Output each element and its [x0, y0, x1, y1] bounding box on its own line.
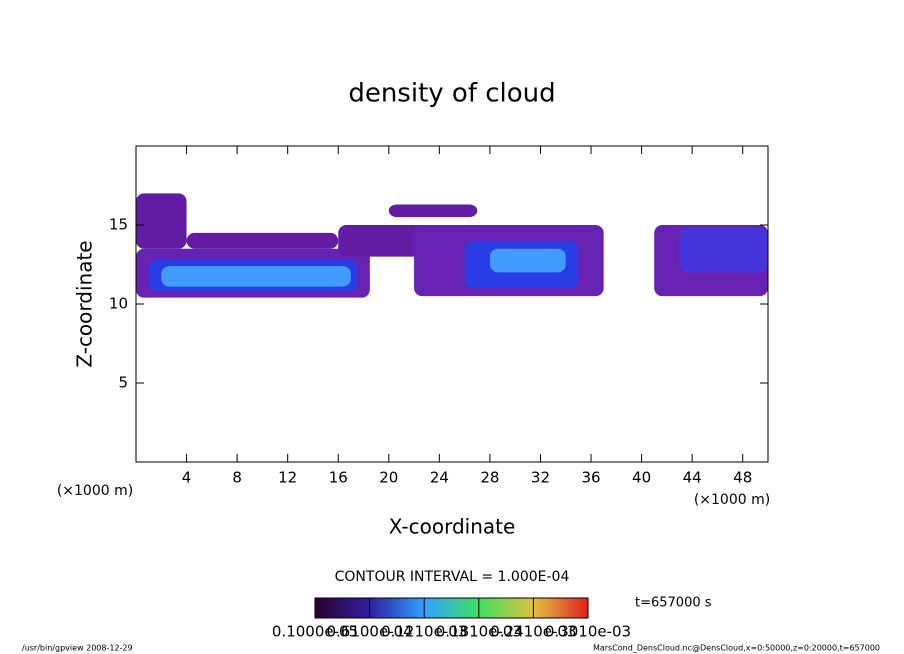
x-tick-label: 32 — [531, 469, 550, 487]
x-tick-label: 20 — [379, 469, 398, 487]
x-unit: (×1000 m) — [694, 492, 770, 508]
time-label: t=657000 s — [635, 596, 712, 611]
footer-left: /usr/bin/gpview 2008-12-29 — [22, 644, 133, 653]
cloud-cell — [489, 248, 566, 273]
y-tick-label: 5 — [118, 374, 128, 392]
x-axis-label: X-coordinate — [389, 515, 516, 539]
contour-interval: CONTOUR INTERVAL = 1.000E-04 — [335, 569, 570, 585]
x-tick-label: 36 — [581, 469, 600, 487]
y-unit: (×1000 m) — [57, 483, 133, 499]
y-axis-label: Z-coordinate — [73, 240, 97, 367]
chart-title: density of cloud — [348, 79, 555, 109]
plot-frame — [135, 145, 769, 463]
x-tick-label: 48 — [733, 469, 752, 487]
x-tick-label: 28 — [480, 469, 499, 487]
colorbar-tick-label: 0.1810e-03 — [436, 623, 522, 641]
cloud-cell — [136, 193, 187, 249]
x-tick-label: 4 — [182, 469, 192, 487]
x-tick-label: 16 — [329, 469, 348, 487]
x-tick-label: 44 — [683, 469, 702, 487]
colorbar-tick-label: 0.1210e-03 — [381, 623, 467, 641]
colorbar — [314, 597, 589, 619]
y-tick-label: 15 — [109, 216, 128, 234]
colorbar-tick-label: 0.2410e-03 — [490, 623, 576, 641]
colorbar-tick-label: 0.6100e-04 — [326, 623, 412, 641]
colorbar-tick-label: 0.1000e-05 — [272, 623, 358, 641]
x-tick-label: 8 — [232, 469, 242, 487]
colorbar-tick-label: 0.3010e-03 — [545, 623, 631, 641]
y-tick-label: 10 — [109, 295, 128, 313]
x-tick-label: 12 — [278, 469, 297, 487]
footer-right: MarsCond_DensCloud.nc@DensCloud,x=0:5000… — [593, 644, 880, 653]
x-tick-label: 40 — [632, 469, 651, 487]
x-tick-label: 24 — [430, 469, 449, 487]
cloud-cell — [388, 204, 478, 218]
cloud-cell — [186, 232, 339, 249]
cloud-cell — [161, 266, 351, 287]
cloud-cell — [679, 228, 768, 273]
